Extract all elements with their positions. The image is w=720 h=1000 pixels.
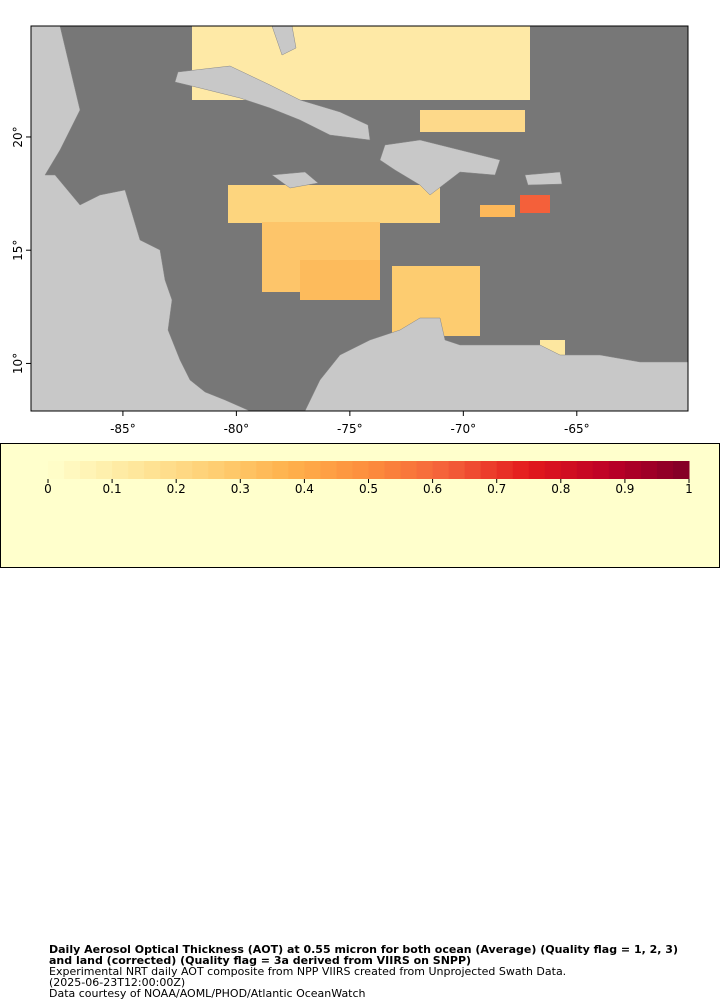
colorbar-cell — [96, 461, 113, 479]
colorbar-cell — [592, 461, 610, 479]
colorbar-tick-label: 0.1 — [103, 482, 122, 496]
colorbar-cell — [128, 461, 145, 479]
caption-line: Data courtesy of NOAA/AOML/PHOD/Atlantic… — [49, 987, 366, 1000]
colorbar-tick-label: 0.2 — [167, 482, 186, 496]
colorbar-cell — [112, 461, 129, 479]
map: -85° -80° -75° -70° -65° 20° 15° 10° — [11, 25, 689, 436]
colorbar-tick-label: 0.4 — [295, 482, 314, 496]
colorbar-tick-label: 0.3 — [231, 482, 250, 496]
colorbar-tick-label: 1 — [685, 482, 693, 496]
y-tick-label: 20° — [11, 126, 25, 147]
colorbar-cell — [64, 461, 81, 479]
caption: Daily Aerosol Optical Thickness (AOT) at… — [49, 944, 679, 999]
colorbar-cell — [336, 461, 353, 479]
colorbar-cell — [384, 461, 402, 479]
x-tick-label: -70° — [451, 422, 477, 436]
colorbar-tick-label: 0.5 — [359, 482, 378, 496]
colorbar-cell — [320, 461, 337, 479]
colorbar-tick-label: 0.6 — [423, 482, 442, 496]
page: {"map": {"xlim": [-89.05, -60.1], "ylim"… — [0, 25, 720, 999]
colorbar-cell — [272, 461, 289, 479]
colorbar-tick-label: 0 — [44, 482, 52, 496]
colorbar-cell — [352, 461, 369, 479]
colorbar-tick-label: 0.8 — [551, 482, 570, 496]
colorbar-cell — [480, 461, 498, 479]
colorbar-cell — [672, 461, 690, 479]
colorbar-cell — [544, 461, 562, 479]
colorbar-cell — [608, 461, 626, 479]
colorbar-cell — [144, 461, 161, 479]
y-tick-label: 15° — [11, 240, 25, 261]
colorbar-cell — [400, 461, 418, 479]
colorbar-cell — [240, 461, 257, 479]
colorbar-cell — [560, 461, 578, 479]
colorbar-cell — [160, 461, 177, 479]
x-tick-label: -80° — [224, 422, 250, 436]
colorbar-cell — [496, 461, 514, 479]
colorbar-cell — [80, 461, 97, 479]
caption-line: (2025-06-23T12:00:00Z) — [49, 976, 186, 989]
land — [30, 25, 689, 412]
caption-title: Daily Aerosol Optical Thickness (AOT) at… — [49, 943, 678, 967]
colorbar-cell — [624, 461, 642, 479]
colorbar-cell — [512, 461, 530, 479]
colorbar: 0 0.1 0.2 0.3 0.4 0.5 0.6 0.7 0.8 0.9 1 — [44, 461, 693, 496]
colorbar-cell — [432, 461, 450, 479]
colorbar-cell — [464, 461, 482, 479]
colorbar-cell — [528, 461, 546, 479]
x-tick-label: -75° — [337, 422, 363, 436]
colorbar-cell — [576, 461, 594, 479]
caption-line: Experimental NRT daily AOT composite fro… — [49, 965, 567, 978]
colorbar-cell — [224, 461, 241, 479]
map-frame — [30, 25, 689, 412]
colorbar-cell — [368, 461, 386, 479]
colorbar-cell — [640, 461, 658, 479]
colorbar-cell — [176, 461, 193, 479]
x-tick-label: -85° — [110, 422, 136, 436]
colorbar-cell — [288, 461, 305, 479]
colorbar-tick-label: 0.7 — [487, 482, 506, 496]
colorbar-tick-label: 0.9 — [615, 482, 634, 496]
colorbar-cell — [192, 461, 209, 479]
colorbar-cell — [48, 461, 65, 479]
colorbar-cell — [304, 461, 321, 479]
x-tick-label: -65° — [564, 422, 590, 436]
colorbar-cell — [416, 461, 434, 479]
colorbar-cell — [448, 461, 466, 479]
aerosol — [33, 26, 565, 386]
y-tick-label: 10° — [11, 353, 25, 374]
colorbar-cell — [256, 461, 273, 479]
colorbar-cell — [656, 461, 674, 479]
legend: 0 0.1 0.2 0.3 0.4 0.5 0.6 0.7 0.8 0.9 1 Daily Aero… — [0, 443, 720, 999]
colorbar-cell — [208, 461, 225, 479]
